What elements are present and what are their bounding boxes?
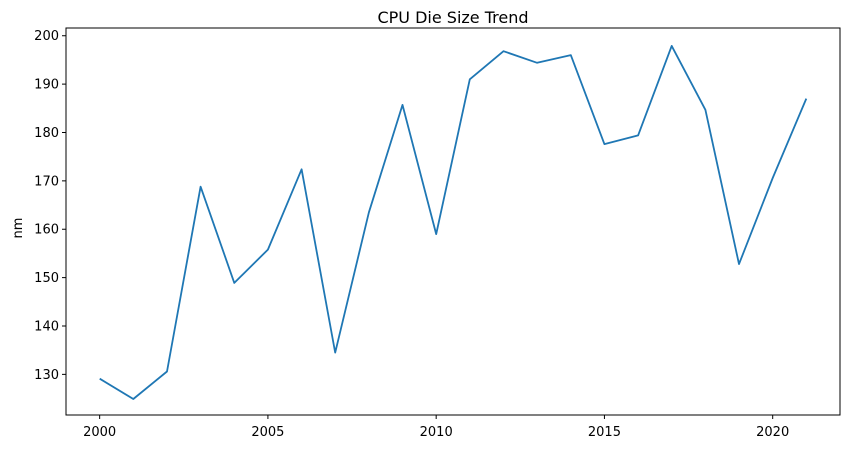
x-tick-label: 2005 (251, 425, 284, 440)
y-tick-label: 150 (34, 271, 59, 286)
y-tick-label: 180 (34, 126, 59, 141)
y-tick-label: 190 (34, 78, 59, 93)
y-tick-label: 160 (34, 223, 59, 238)
y-tick-label: 170 (34, 174, 59, 189)
y-tick-label: 130 (34, 368, 59, 383)
x-tick-label: 2015 (588, 425, 621, 440)
series-line-1 (99, 45, 808, 400)
y-tick-label: 140 (34, 319, 59, 334)
x-tick-label: 2020 (756, 425, 789, 440)
x-tick-label: 2000 (83, 425, 116, 440)
ticks-layer: 2000 2005 2010 2015 2020 130 140 150 160 170 180 19… (34, 29, 789, 440)
plot-frame (65, 27, 841, 416)
y-axis-label: nm (11, 218, 26, 239)
series-layer (99, 45, 808, 400)
y-tick-label: 200 (34, 29, 59, 44)
x-tick-label: 2010 (420, 425, 453, 440)
chart-title: CPU Die Size Trend (377, 8, 528, 27)
